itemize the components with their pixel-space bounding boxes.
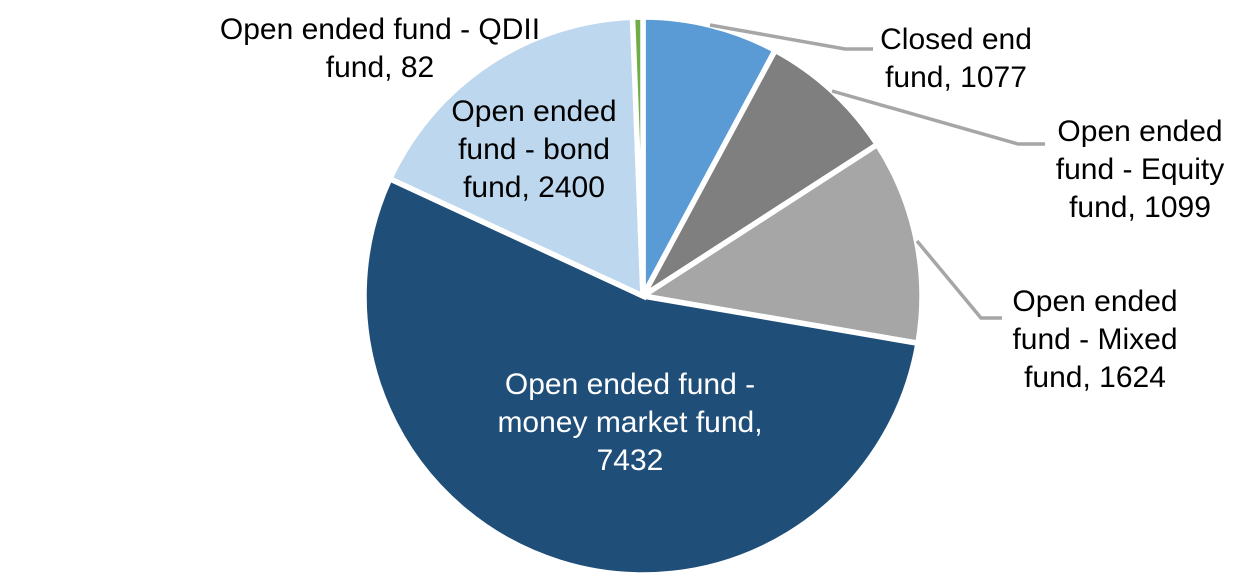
label-line: Open ended bbox=[1057, 115, 1223, 148]
leader-line bbox=[709, 23, 873, 51]
slice-label-qdii-fund: Open ended fund - QDII fund, 82 bbox=[220, 11, 540, 87]
label-line: 7432 bbox=[596, 444, 664, 477]
label-line: fund, 2400 bbox=[463, 171, 605, 204]
label-line: Open ended bbox=[451, 95, 617, 128]
label-line: Open ended bbox=[1012, 285, 1178, 318]
pie-slice-5[interactable] bbox=[629, 14, 646, 297]
leader-line bbox=[915, 239, 1002, 320]
label-line: Closed end bbox=[880, 23, 1032, 56]
label-line: fund, 1099 bbox=[1069, 191, 1211, 224]
label-line: fund - Mixed bbox=[1012, 323, 1178, 356]
label-line: fund, 1077 bbox=[885, 61, 1027, 94]
label-line: fund - Equity bbox=[1055, 153, 1225, 186]
leader-line bbox=[831, 89, 1045, 146]
pie-slice-4[interactable] bbox=[386, 14, 646, 301]
slice-label-bond-fund: Open ended fund - bond fund, 2400 bbox=[451, 93, 616, 207]
slice-label-closed-end-fund: Closed end fund, 1077 bbox=[880, 21, 1032, 97]
label-line: fund, 82 bbox=[325, 51, 435, 84]
label-line: fund - bond bbox=[458, 133, 610, 166]
pie-slice-3[interactable] bbox=[361, 175, 922, 578]
label-line: Open ended fund - QDII bbox=[219, 13, 541, 46]
pie-slice-2[interactable] bbox=[635, 140, 925, 347]
slice-label-mixed-fund: Open ended fund - Mixed fund, 1624 bbox=[1012, 283, 1177, 397]
slice-label-money-market-fund: Open ended fund - money market fund, 743… bbox=[497, 366, 762, 480]
slice-label-equity-fund: Open ended fund - Equity fund, 1099 bbox=[1056, 113, 1224, 227]
label-line: fund, 1624 bbox=[1024, 361, 1166, 394]
label-line: money market fund, bbox=[497, 406, 763, 439]
label-line: Open ended fund - bbox=[504, 368, 756, 401]
